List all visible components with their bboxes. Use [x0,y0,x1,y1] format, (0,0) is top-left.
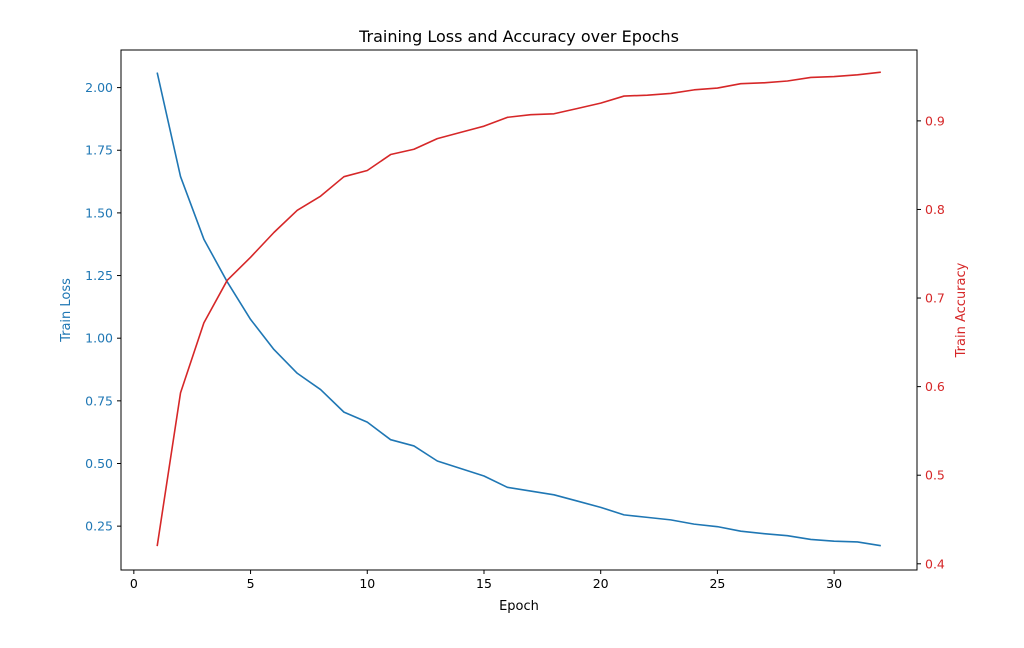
x-tick-label: 30 [826,576,842,591]
right-y-tick-label: 0.6 [925,379,945,394]
left-y-tick-label: 2.00 [85,80,113,95]
plot-area-frame [120,49,918,571]
x-tick-label: 5 [247,576,255,591]
left-y-tick-label: 1.00 [85,331,113,346]
left-y-tick-label: 0.50 [85,456,113,471]
chart-marks: 0 5 10 15 20 25 30 0.25 0.50 0.75 1.00 1.25 1.50 1.75… [85,71,945,591]
train-accuracy-line [156,71,881,547]
x-tick-label: 25 [709,576,725,591]
train-loss-line [156,72,881,547]
right-y-tick-label: 0.7 [925,291,945,306]
right-y-tick-label: 0.9 [925,113,945,128]
x-tick-label: 0 [130,576,138,591]
left-y-tick-label: 1.50 [85,205,113,220]
right-y-axis-label: Train Accuracy [954,262,969,358]
right-y-tick-label: 0.4 [925,556,945,571]
left-y-tick-label: 0.75 [85,393,113,408]
left-y-tick-label: 0.25 [85,519,113,534]
right-y-tick-label: 0.5 [925,468,945,483]
x-tick-label: 10 [359,576,375,591]
x-tick-label: 20 [593,576,609,591]
right-y-tick-label: 0.8 [925,202,945,217]
chart-title: Training Loss and Accuracy over Epochs [358,27,679,46]
left-y-tick-label: 1.25 [85,268,113,283]
left-y-axis-label: Train Loss [59,278,74,343]
x-tick-label: 15 [476,576,492,591]
left-y-tick-label: 1.75 [85,143,113,158]
x-axis-label: Epoch [499,599,539,614]
